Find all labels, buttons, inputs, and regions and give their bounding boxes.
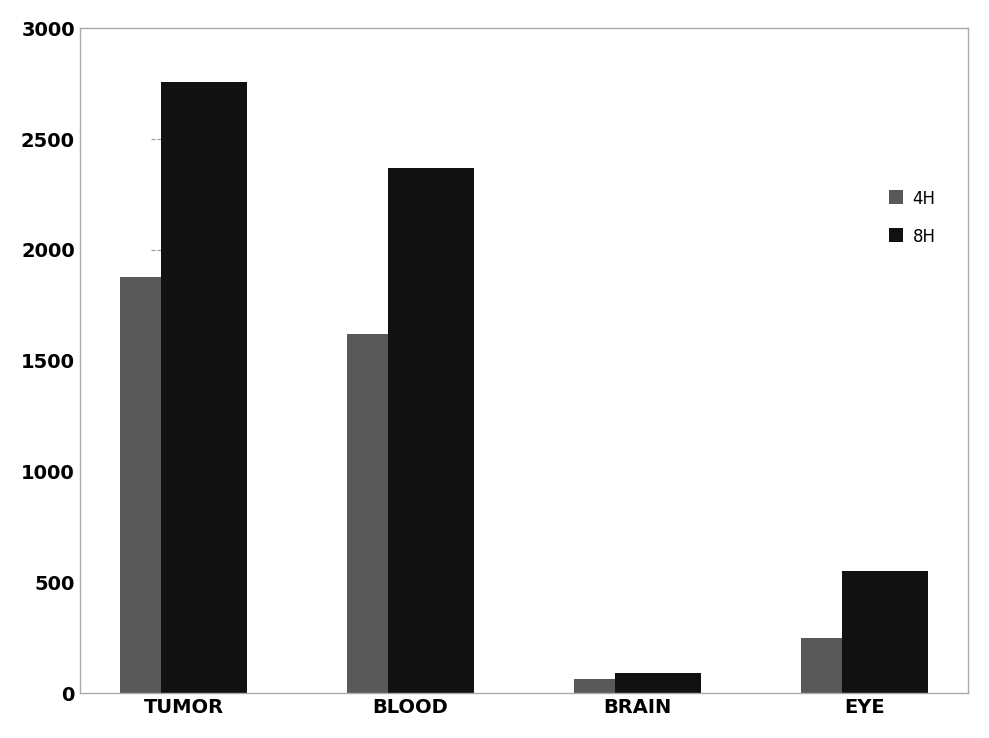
Bar <box>120 277 207 693</box>
Bar <box>842 571 928 693</box>
Bar <box>574 679 660 693</box>
Legend: 4H, 8H: 4H, 8H <box>882 183 943 252</box>
Bar <box>801 638 887 693</box>
Bar <box>347 334 433 693</box>
Bar <box>388 168 474 693</box>
Bar <box>615 673 701 693</box>
Bar <box>161 81 247 693</box>
